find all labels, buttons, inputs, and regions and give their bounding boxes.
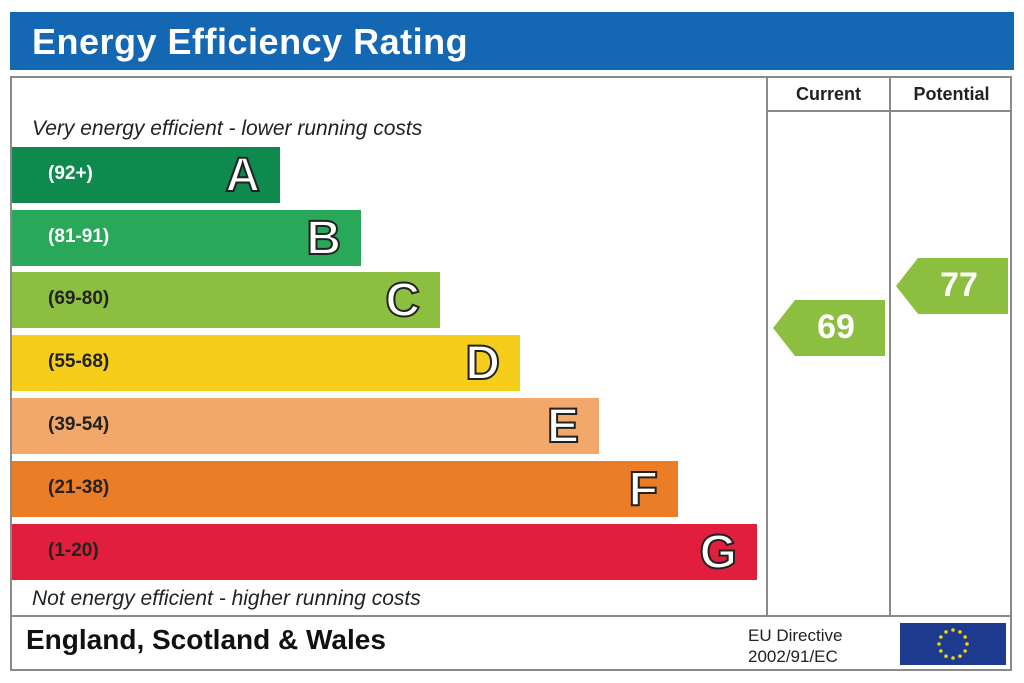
page-title: Energy Efficiency Rating [32, 21, 469, 62]
column-header-potential: Potential [913, 84, 990, 104]
note-inefficient: Not energy efficient - higher running co… [32, 587, 421, 610]
region-label: England, Scotland & Wales [26, 624, 386, 655]
divider-potential [889, 76, 891, 617]
potential-rating-value: 77 [940, 266, 978, 304]
column-header-line [766, 110, 1012, 112]
directive-line2: 2002/91/EC [748, 647, 838, 666]
band-letter: G [699, 525, 738, 580]
band-range: (92+) [48, 163, 93, 184]
band-range: (81-91) [48, 226, 110, 247]
band-f: (21-38) F [12, 461, 678, 517]
eu-star-icon [939, 635, 943, 639]
band-letter: C [384, 273, 421, 328]
current-rating-arrow: 69 [773, 300, 885, 356]
rating-table [10, 76, 1012, 671]
eu-star-icon [965, 642, 969, 646]
potential-rating-arrow: 77 [896, 258, 1008, 314]
band-range: (21-38) [48, 477, 110, 498]
eu-star-icon [958, 654, 962, 658]
note-efficient: Very energy efficient - lower running co… [32, 117, 423, 140]
band-range: (69-80) [48, 288, 110, 309]
column-header-current: Current [795, 84, 861, 104]
band-letter: A [224, 148, 261, 203]
band-letter: E [546, 399, 580, 454]
band-g: (1-20) G [12, 524, 757, 580]
eu-directive: EU Directive 2002/91/EC [748, 625, 842, 667]
eu-star-icon [939, 649, 943, 653]
band-letter: F [628, 462, 659, 517]
eu-star-icon [951, 628, 955, 632]
eu-star-icon [958, 630, 962, 634]
band-b: (81-91) B [12, 210, 361, 266]
eu-star-icon [963, 635, 967, 639]
eu-star-icon [963, 649, 967, 653]
footer-line [10, 615, 1012, 617]
eu-star-icon [937, 642, 941, 646]
eu-flag-icon [900, 623, 1006, 665]
title-bar: Energy Efficiency Rating [10, 12, 1014, 70]
band-range: (1-20) [48, 540, 99, 561]
eu-star-icon [951, 656, 955, 660]
band-c: (69-80) C [12, 272, 440, 328]
band-range: (39-54) [48, 414, 110, 435]
eu-star-icon [944, 654, 948, 658]
band-range: (55-68) [48, 351, 110, 372]
band-letter: D [464, 336, 501, 391]
band-letter: B [305, 211, 342, 266]
directive-line1: EU Directive [748, 626, 843, 645]
divider-current [766, 76, 768, 617]
band-d: (55-68) D [12, 335, 520, 391]
current-rating-value: 69 [817, 308, 855, 346]
band-a: (92+) A [12, 147, 280, 203]
eu-star-icon [944, 630, 948, 634]
band-e: (39-54) E [12, 398, 599, 454]
